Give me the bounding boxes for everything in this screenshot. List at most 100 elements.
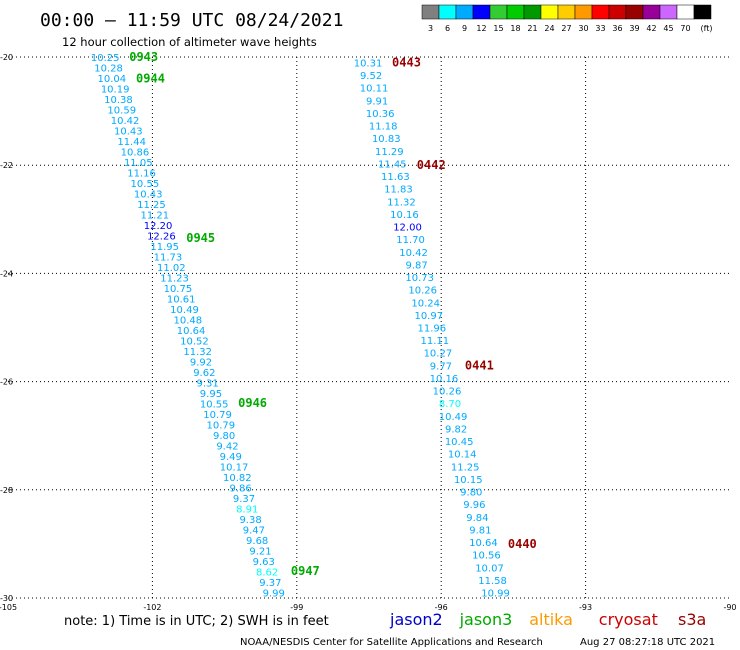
y-tick-label: -30 (0, 594, 13, 603)
colorbar-label: 42 (646, 24, 656, 33)
wave-height-label: 8.62 (256, 568, 278, 579)
y-tick-label: -22 (0, 161, 13, 170)
colorbar-swatch (659, 4, 678, 20)
wave-height-label: 11.32 (387, 197, 416, 208)
x-tick-label: -96 (435, 603, 448, 612)
wave-height-label: 10.17 (220, 463, 249, 474)
colorbar-label: 45 (663, 24, 673, 33)
wave-height-label: 11.29 (375, 147, 404, 158)
chart-title: 00:00 — 11:59 UTC 08/24/2021 (40, 10, 343, 31)
colorbar-swatch (574, 4, 593, 20)
axes: -105 -102 -99 -96 -93 -90 -20 -22 -24 -26 -28 -30 (0, 53, 737, 612)
wave-height-label: 9.37 (233, 494, 255, 505)
wave-height-label: 10.49 (170, 305, 199, 316)
wave-height-label: 9.31 (196, 379, 218, 390)
wave-height-label: 11.02 (157, 263, 186, 274)
wave-height-label: 10.86 (121, 148, 150, 159)
wave-height-label: 10.26 (408, 286, 437, 297)
colorbar-swatch (557, 4, 576, 20)
wave-height-label: 9.84 (466, 513, 488, 524)
wave-height-label: 10.73 (405, 273, 434, 284)
wave-height-label: 10.11 (360, 84, 389, 95)
wave-height-label: 9.80 (460, 488, 482, 499)
colorbar-label: 21 (527, 24, 537, 33)
colorbar-label: 33 (595, 24, 605, 33)
chart-subtitle: 12 hour collection of altimeter wave hei… (62, 35, 317, 49)
wave-height-label: 11.25 (451, 462, 480, 473)
wave-height-label: 11.21 (140, 211, 169, 222)
wave-height-label: 10.43 (114, 127, 143, 138)
wave-height-label: 10.25 (91, 53, 120, 64)
wave-height-label: 11.96 (417, 324, 446, 335)
colorbar-swatch (625, 4, 644, 20)
wave-height-label: 10.97 (414, 311, 443, 322)
wave-height-label: 9.96 (463, 500, 485, 511)
pass-time-label: 0945 (186, 231, 215, 245)
colorbar-swatch (523, 4, 542, 20)
wave-height-label: 10.75 (164, 284, 193, 295)
wave-height-label: 10.28 (94, 64, 123, 75)
wave-height-label: 10.59 (107, 106, 136, 117)
wave-height-label: 10.04 (98, 74, 127, 85)
colorbar-label: 39 (629, 24, 639, 33)
wave-height-label: 11.45 (378, 159, 407, 170)
x-tick-label: -99 (290, 603, 303, 612)
wave-height-label: 9.87 (405, 260, 427, 271)
colorbar-label: 18 (510, 24, 520, 33)
wave-height-label: 9.21 (249, 547, 271, 558)
wave-height-label: 10.64 (177, 326, 206, 337)
wave-height-label: 9.77 (430, 361, 452, 372)
colorbar-label: 30 (578, 24, 588, 33)
footer-timestamp: Aug 27 08:27:18 UTC 2021 (580, 637, 715, 648)
colorbar-swatch (642, 4, 661, 20)
wave-height-label: 12.00 (393, 223, 422, 234)
grid (8, 56, 730, 599)
pass-time-label: 0441 (465, 358, 494, 372)
wave-height-label: 10.31 (354, 58, 383, 69)
colorbar-swatch (676, 4, 695, 20)
wave-height-label: 10.42 (111, 116, 140, 127)
y-tick-label: -20 (0, 53, 13, 62)
wave-height-label: 11.95 (150, 242, 179, 253)
wave-height-label: 10.15 (454, 475, 483, 486)
wave-height-label: 10.56 (472, 551, 501, 562)
wave-height-label: 9.86 (230, 484, 252, 495)
colorbar-swatch (489, 4, 508, 20)
wave-height-label: 9.80 (213, 431, 235, 442)
wave-height-label: 10.07 (475, 563, 504, 574)
colorbar-label: 24 (544, 24, 554, 33)
wave-height-label: 10.19 (101, 85, 130, 96)
footer-note: note: 1) Time is in UTC; 2) SWH is in fe… (64, 614, 329, 629)
colorbar-swatch (455, 4, 474, 20)
colorbar-swatch (693, 4, 712, 20)
wave-height-label: 10.38 (104, 95, 133, 106)
wave-height-label: 9.38 (239, 515, 261, 526)
wave-height-label: 11.25 (137, 200, 166, 211)
pass-time-label: 0442 (417, 158, 446, 172)
colorbar-label: 12 (476, 24, 486, 33)
colorbar-label: 70 (680, 24, 690, 33)
wave-height-label: 10.55 (131, 179, 160, 190)
wave-height-label: 11.32 (183, 347, 212, 358)
wave-height-label: 9.49 (220, 452, 242, 463)
pass-time-label: 0943 (129, 50, 158, 64)
wave-height-label: 10.14 (448, 450, 477, 461)
wave-height-label: 11.58 (478, 576, 507, 587)
y-tick-label: -24 (0, 269, 13, 278)
wave-height-label: 11.44 (117, 137, 146, 148)
colorbar-swatch (472, 4, 491, 20)
wave-height-label: 12.20 (144, 221, 173, 232)
colorbar-swatch (421, 4, 440, 20)
pass-time-label: 0947 (291, 564, 320, 578)
wave-height-label: 9.92 (190, 358, 212, 369)
wave-height-label: 10.26 (433, 387, 462, 398)
wave-height-label: 9.37 (259, 578, 281, 589)
wave-height-label: 11.16 (127, 169, 156, 180)
colorbar: 3 6 9 12 15 18 21 24 27 30 33 36 39 42 45 70 (ft) (421, 4, 713, 33)
footer-credit: NOAA/NESDIS Center for Satellite Applica… (240, 637, 543, 648)
wave-height-label: 10.79 (203, 410, 232, 421)
wave-height-label: 10.79 (207, 421, 236, 432)
wave-height-label: 9.82 (445, 424, 467, 435)
colorbar-swatch (438, 4, 457, 20)
wave-height-label: 10.43 (134, 190, 163, 201)
